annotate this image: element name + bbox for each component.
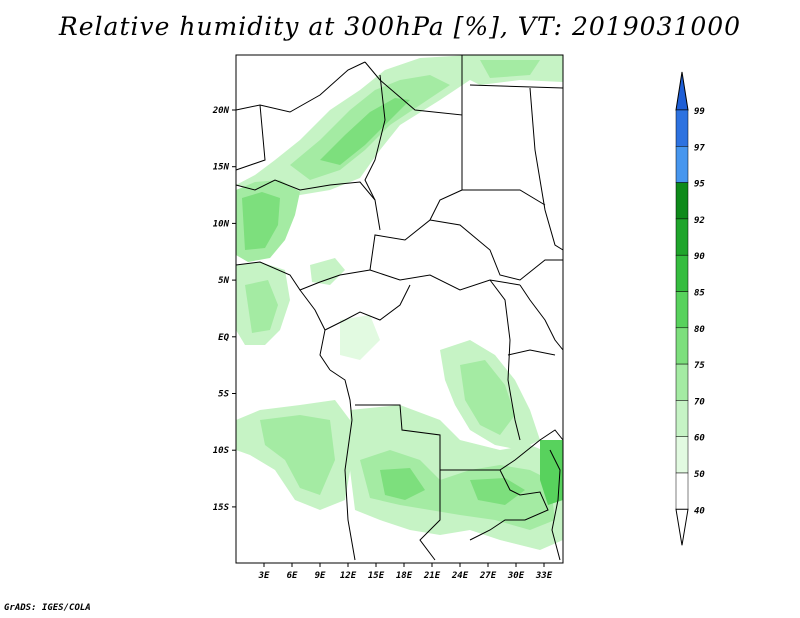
lat-tick-label: 5S bbox=[218, 390, 229, 400]
lon-tick-label: 12E bbox=[340, 571, 357, 581]
colorbar-label: 95 bbox=[694, 180, 705, 190]
lon-tick-label: 33E bbox=[535, 571, 553, 581]
lon-tick-label: 27E bbox=[479, 571, 497, 581]
colorbar-label: 75 bbox=[694, 361, 705, 371]
colorbar-top-triangle bbox=[675, 71, 689, 111]
colorbar-segment bbox=[675, 436, 689, 474]
humidity-shading bbox=[236, 55, 563, 550]
lon-tick-label: 3E bbox=[258, 571, 270, 581]
lat-tick-label: 10N bbox=[213, 219, 230, 229]
colorbar-segment bbox=[675, 182, 689, 220]
country-borders bbox=[235, 55, 564, 561]
lat-tick-label: 10S bbox=[213, 446, 230, 456]
colorbar-segment bbox=[675, 472, 689, 510]
grads-credit: GrADS: IGES/COLA bbox=[4, 603, 91, 613]
colorbar-segment bbox=[675, 363, 689, 401]
colorbar-label: 97 bbox=[694, 143, 705, 153]
map-title: Relative humidity at 300hPa [%], VT: 201… bbox=[58, 12, 742, 41]
colorbar-label: 92 bbox=[694, 216, 705, 226]
colorbar-label: 50 bbox=[694, 470, 705, 480]
colorbar-segment bbox=[675, 291, 689, 329]
lat-tick-label: 15S bbox=[213, 503, 230, 513]
lon-tick-label: 18E bbox=[396, 571, 413, 581]
colorbar-label: 60 bbox=[694, 434, 705, 444]
colorbar-segment bbox=[675, 254, 689, 292]
colorbar-label: 70 bbox=[694, 397, 705, 407]
colorbar-segment bbox=[675, 327, 689, 365]
lon-tick-label: 30E bbox=[507, 571, 525, 581]
colorbar: 99 97 95 92 90 85 80 75 70 60 50 40 bbox=[675, 71, 705, 546]
lat-tick-label: EQ bbox=[218, 333, 229, 343]
colorbar-segment bbox=[675, 109, 689, 147]
plot-frame bbox=[235, 54, 564, 564]
lon-tick-label: 24E bbox=[451, 571, 469, 581]
colorbar-segment bbox=[675, 146, 689, 183]
lon-tick-label: 21E bbox=[423, 571, 441, 581]
lon-axis: 3E 6E 9E 12E 15E 18E 21E 24E 27E 30E 33E bbox=[258, 563, 553, 581]
lat-tick-label: 5N bbox=[218, 276, 229, 286]
lon-tick-label: 15E bbox=[368, 571, 385, 581]
colorbar-segment bbox=[675, 218, 689, 256]
lat-tick-label: 15N bbox=[213, 163, 230, 173]
colorbar-label: 99 bbox=[694, 107, 705, 117]
lon-tick-label: 6E bbox=[287, 571, 298, 581]
colorbar-bottom-triangle bbox=[675, 508, 689, 546]
colorbar-label: 85 bbox=[694, 289, 705, 299]
colorbar-segment bbox=[675, 400, 689, 437]
lat-tick-label: 20N bbox=[212, 106, 230, 116]
colorbar-label: 40 bbox=[694, 506, 705, 516]
lat-axis: 20N 15N 10N 5N EQ 5S 10S 15S bbox=[212, 106, 236, 513]
colorbar-label: 80 bbox=[694, 325, 705, 335]
lon-tick-label: 9E bbox=[315, 571, 326, 581]
colorbar-label: 90 bbox=[694, 252, 705, 262]
